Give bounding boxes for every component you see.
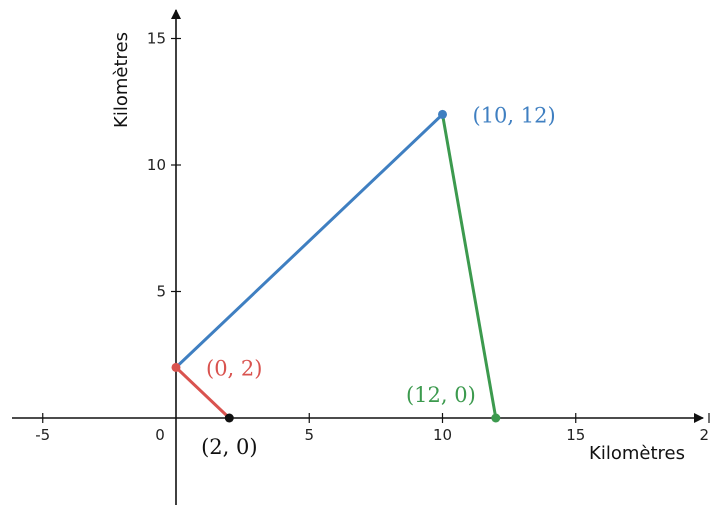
x-tick-label: 20 xyxy=(699,426,710,444)
y-axis-title: Kilomètres xyxy=(111,32,132,128)
y-tick-label: 5 xyxy=(156,283,166,301)
point-label: (12, 0) xyxy=(406,383,476,407)
data-point xyxy=(224,413,234,423)
x-tick-label: -5 xyxy=(35,426,50,444)
data-point xyxy=(438,109,447,119)
point-label: (0, 2) xyxy=(206,356,262,380)
path-segment-2 xyxy=(174,112,444,369)
x-tick-label: 5 xyxy=(304,426,314,444)
x-tick-label: 0 xyxy=(155,426,165,444)
path-segment-1 xyxy=(174,365,231,420)
point-label: (2, 0) xyxy=(201,435,257,459)
x-axis-title: Kilomètres xyxy=(589,443,685,464)
y-tick-label: 10 xyxy=(147,156,166,174)
path-segment-3 xyxy=(441,112,498,420)
y-tick-label: 15 xyxy=(147,30,166,48)
point-label: (10, 12) xyxy=(473,103,556,127)
x-tick-label: 15 xyxy=(566,426,585,444)
data-point xyxy=(491,413,501,423)
x-tick-label: 10 xyxy=(433,426,452,444)
data-point xyxy=(171,362,181,372)
